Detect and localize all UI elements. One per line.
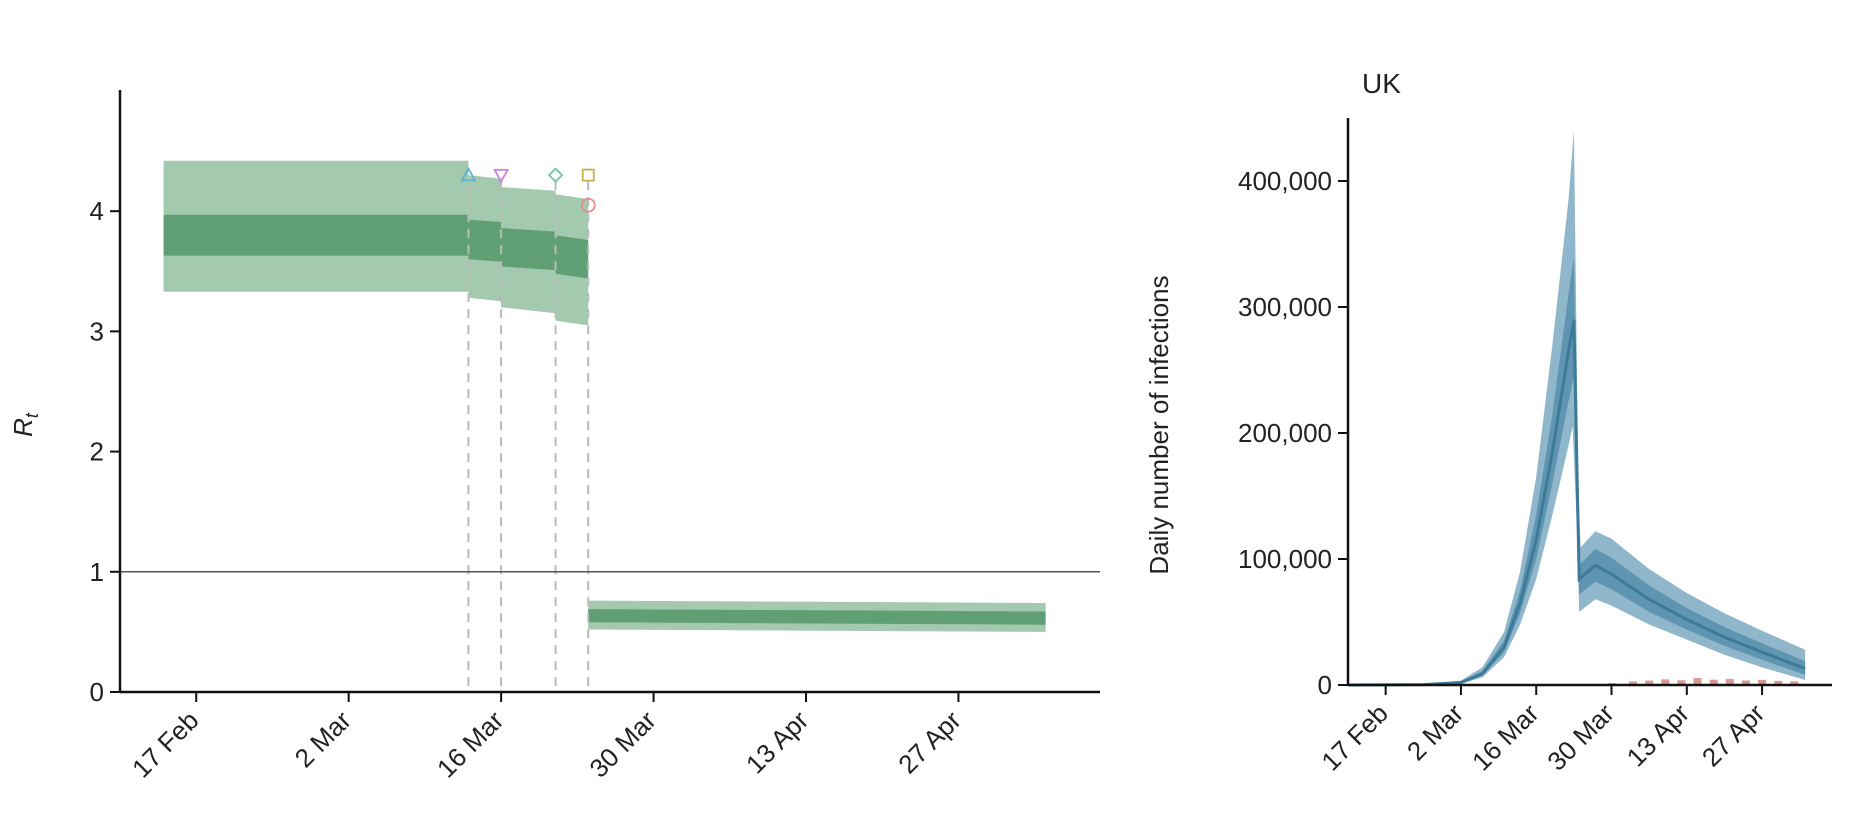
rt-bands — [163, 160, 1046, 632]
rt-ci50-band-3 — [555, 235, 589, 279]
x-tick-label: 30 Mar — [583, 705, 662, 784]
observed-bar — [1645, 680, 1654, 685]
observed-bar — [1677, 680, 1686, 685]
observed-bar — [1741, 680, 1750, 685]
infections-median-line-0 — [1347, 319, 1806, 687]
rt-x-ticks: 17 Feb 2 Mar 16 Mar 30 Mar 13 Apr 27 Apr — [126, 692, 967, 783]
x-tick-label: 27 Apr — [1696, 698, 1771, 773]
x-tick-label: 13 Apr — [740, 705, 815, 780]
diamond-marker — [547, 167, 564, 183]
x-tick-label: 16 Mar — [1466, 698, 1545, 777]
circle-marker — [580, 197, 596, 213]
x-tick-label: 17 Feb — [126, 705, 204, 783]
infections-y-axis-label: Daily number of infections — [1144, 275, 1174, 574]
rt-y-ticks: 0 1 2 3 4 — [90, 196, 120, 707]
rt-y-label-main: R — [8, 418, 38, 437]
rt-chart: 0 1 2 3 4 17 Feb 2 Mar 16 Mar 30 Mar 13 Apr 27 Ap… — [8, 90, 1100, 783]
rt-ci50-band-2 — [501, 228, 556, 271]
rt-ci50-band-0 — [163, 214, 469, 256]
y-tick-label: 3 — [90, 316, 104, 346]
observed-bar — [1774, 680, 1783, 685]
infections-bands — [1347, 130, 1806, 687]
y-tick-label: 2 — [90, 437, 104, 467]
y-tick-label: 4 — [90, 196, 104, 226]
y-tick-label: 0 — [1318, 670, 1332, 700]
x-tick-label: 17 Feb — [1315, 698, 1393, 776]
intervention-markers — [460, 166, 596, 213]
x-tick-label: 30 Mar — [1541, 698, 1620, 777]
rt-ci50-band-1 — [468, 219, 502, 262]
rt-y-label-subscript: t — [22, 412, 42, 418]
x-tick-label: 2 Mar — [1401, 698, 1469, 766]
y-tick-label: 100,000 — [1238, 544, 1332, 574]
y-tick-label: 1 — [90, 557, 104, 587]
square-marker — [581, 168, 595, 182]
x-tick-label: 27 Apr — [892, 705, 967, 780]
x-tick-label: 13 Apr — [1621, 698, 1696, 773]
y-tick-label: 0 — [90, 677, 104, 707]
intervention-guides — [467, 181, 590, 692]
observed-bar — [1693, 678, 1702, 685]
observed-bar — [1629, 681, 1638, 685]
y-tick-label: 400,000 — [1238, 166, 1332, 196]
rt-y-axis-label: Rt — [8, 412, 42, 437]
y-tick-label: 200,000 — [1238, 418, 1332, 448]
triangle-down-marker — [493, 169, 510, 184]
observed-bar — [1790, 681, 1799, 685]
infections-chart-title: UK — [1362, 68, 1401, 99]
x-tick-label: 2 Mar — [289, 705, 357, 773]
observed-bar — [1661, 679, 1670, 685]
rt-ci50-band-4 — [588, 609, 1046, 625]
infections-y-ticks: 0 100,000 200,000 300,000 400,000 — [1238, 166, 1348, 700]
x-tick-label: 16 Mar — [431, 705, 510, 784]
observed-bar — [1709, 679, 1718, 685]
y-tick-label: 300,000 — [1238, 292, 1332, 322]
observed-bar — [1758, 679, 1767, 685]
triangle-up-marker — [460, 166, 477, 182]
observed-bar — [1725, 678, 1734, 685]
